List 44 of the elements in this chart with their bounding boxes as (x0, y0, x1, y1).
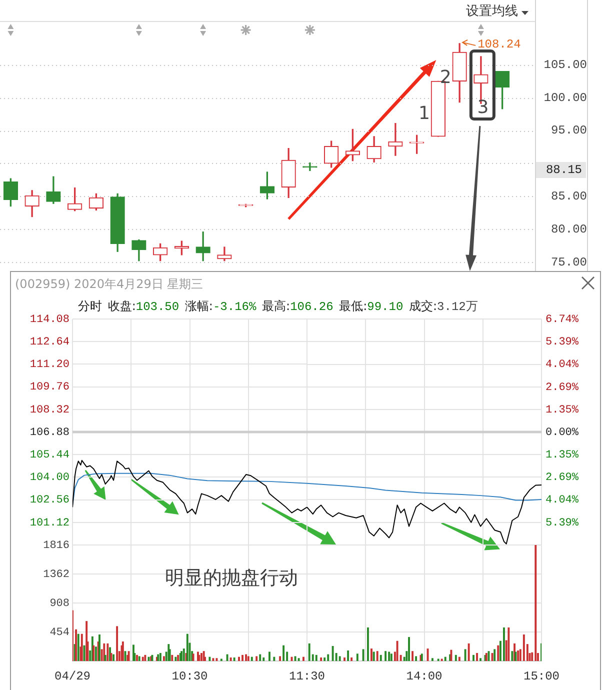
y-tick-label: 105.44 (30, 450, 70, 462)
y2-tick-label: 2.69% (546, 472, 579, 484)
x-tick-label: 11:30 (288, 669, 326, 684)
annotation: 明显的抛盘行动 (165, 567, 298, 589)
annotation: 1 (418, 103, 430, 124)
x-tick-label: 10:30 (172, 669, 208, 684)
x-tick-label: 04/29 (54, 669, 91, 684)
y-tick-label: 75.00 (550, 255, 587, 270)
y2-tick-label: 5.39% (546, 517, 579, 530)
y2-tick-label: 6.74% (546, 314, 579, 326)
text: 设置均线 (466, 4, 518, 20)
y-tick-label: 80.00 (550, 222, 587, 236)
text: 分时 收盘:103.50 涨幅:-3.16% 最高:106.26 最低:99.10 成交:3.12万 (78, 299, 478, 314)
y-tick-label: 454 (50, 626, 70, 639)
x-tick-label: 15:00 (523, 669, 560, 684)
y2-tick-label: 0.00% (546, 426, 579, 439)
y-tick-label: 100.00 (544, 90, 587, 105)
y-tick-label: 1362 (43, 568, 70, 581)
y-tick-label: 104.00 (30, 472, 70, 484)
y-tick-label: 85.00 (550, 190, 587, 204)
y-tick-label: 111.20 (30, 359, 70, 372)
text: 88.15 (546, 163, 582, 178)
y-tick-label: 109.76 (30, 382, 70, 394)
y-tick-label: 101.12 (30, 517, 70, 530)
annotation: 108.24 (478, 38, 521, 52)
y2-tick-label: 4.04% (546, 494, 579, 507)
y-tick-label: 108.32 (30, 404, 70, 416)
y2-tick-label: 1.35% (546, 404, 579, 416)
y-tick-label: 105.00 (544, 58, 587, 72)
chart-title: (002959) 2020年4月29日 星期三 (15, 277, 204, 292)
y-tick-label: 102.56 (30, 494, 70, 507)
annotation: 2 (440, 67, 452, 88)
y-tick-label: 95.00 (550, 124, 587, 138)
y-tick-label: 106.88 (30, 426, 70, 439)
y-tick-label: 114.08 (30, 314, 70, 326)
y-tick-label: 1816 (43, 540, 70, 552)
y2-tick-label: 1.35% (546, 450, 579, 462)
x-tick-label: 14:00 (406, 669, 442, 684)
y-tick-label: 908 (50, 598, 70, 610)
y2-tick-label: 5.39% (546, 336, 579, 349)
annotation: 3 (477, 97, 489, 118)
y2-tick-label: 4.04% (546, 359, 579, 372)
y2-tick-label: 2.69% (546, 382, 579, 394)
y-tick-label: 112.64 (30, 336, 70, 349)
